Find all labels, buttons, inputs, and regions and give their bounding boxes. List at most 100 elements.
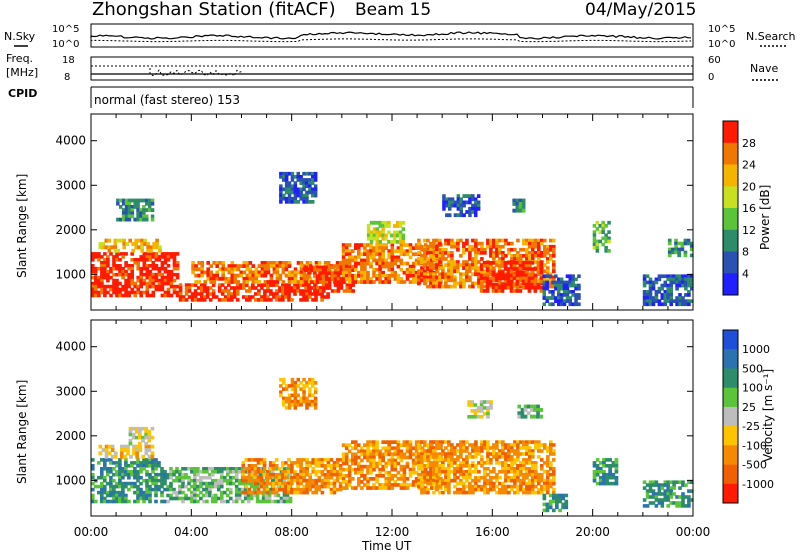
- velocity-cell: [459, 446, 463, 450]
- power-cell: [118, 293, 122, 298]
- velocity-cell: [226, 467, 230, 471]
- velocity-cell: [187, 496, 191, 501]
- power-cell: [405, 252, 410, 257]
- power-cell: [450, 197, 455, 202]
- power-cell: [565, 296, 570, 300]
- power-cell: [279, 175, 283, 179]
- velocity-cell: [468, 484, 472, 489]
- velocity-cell: [654, 495, 659, 499]
- power-cell: [91, 290, 95, 295]
- power-cell: [384, 261, 388, 266]
- power-cell: [245, 283, 249, 287]
- power-cell: [468, 266, 472, 270]
- power-cell: [369, 233, 374, 238]
- power-cell: [206, 267, 210, 272]
- power-cell: [314, 261, 319, 265]
- power-cell: [333, 268, 338, 272]
- velocity-cell: [109, 461, 113, 465]
- power-cell: [341, 274, 346, 278]
- velocity-ylabel: Slant Range [km]: [15, 380, 29, 484]
- power-cell: [427, 261, 431, 266]
- velocity-cell: [341, 458, 346, 463]
- power-cell: [124, 208, 129, 212]
- velocity-cell: [109, 478, 113, 483]
- power-cell: [139, 208, 143, 212]
- velocity-cell: [402, 486, 407, 490]
- velocity-cell: [223, 490, 227, 495]
- power-cell: [531, 257, 535, 261]
- power-cell: [512, 273, 517, 278]
- velocity-cell: [441, 449, 445, 453]
- velocity-cell: [393, 483, 398, 487]
- power-cell: [139, 272, 143, 277]
- power-cell: [607, 230, 611, 234]
- velocity-cell: [261, 490, 266, 495]
- velocity-cell: [132, 444, 136, 449]
- power-cell: [667, 241, 672, 246]
- velocity-cell: [305, 467, 309, 471]
- velocity-cell: [592, 464, 597, 468]
- velocity-cell: [426, 464, 430, 468]
- power-cell: [327, 283, 332, 287]
- velocity-cell: [279, 384, 283, 388]
- velocity-cell: [558, 499, 562, 504]
- power-cell: [293, 193, 298, 198]
- velocity-cell: [305, 396, 309, 401]
- velocity-colorbar-frame: [722, 329, 739, 504]
- power-cell: [471, 284, 475, 289]
- velocity-cell: [378, 470, 382, 475]
- velocity-cell: [495, 472, 499, 477]
- power-cell: [595, 245, 600, 250]
- velocity-cell: [273, 499, 278, 504]
- cpid-label: CPID: [8, 87, 37, 100]
- power-cell: [311, 175, 315, 179]
- power-cell: [378, 243, 382, 247]
- velocity-cell: [429, 443, 433, 447]
- velocity-cell: [244, 478, 249, 483]
- power-cell: [497, 289, 502, 293]
- power-cell: [543, 254, 547, 258]
- velocity-cell: [462, 484, 466, 489]
- velocity-cell: [285, 467, 290, 471]
- power-cell: [147, 208, 152, 212]
- power-cell: [296, 175, 300, 179]
- velocity-cell: [363, 443, 367, 447]
- velocity-cell: [323, 478, 328, 483]
- power-cell: [689, 247, 694, 252]
- power-cell: [500, 285, 505, 290]
- power-cell: [200, 267, 204, 272]
- power-cell: [317, 261, 322, 265]
- power-cell: [574, 286, 578, 291]
- velocity-cell: [132, 451, 136, 456]
- power-cell: [266, 261, 271, 265]
- power-cell: [299, 178, 303, 182]
- power-cell: [284, 261, 289, 265]
- velocity-cell: [142, 467, 146, 471]
- velocity-cell: [296, 384, 300, 388]
- power-cell: [251, 280, 256, 284]
- velocity-cell: [357, 483, 361, 487]
- velocity-cell: [459, 470, 463, 474]
- power-cell: [287, 292, 291, 296]
- velocity-cell: [305, 384, 309, 388]
- power-cell: [313, 268, 317, 272]
- velocity-cell: [405, 483, 410, 487]
- power-cell: [667, 247, 672, 252]
- power-cell: [399, 249, 404, 253]
- power-cell: [313, 187, 318, 192]
- power-cell: [136, 264, 140, 268]
- power-cell: [302, 196, 306, 201]
- power-cell: [539, 270, 544, 275]
- velocity-cell: [417, 484, 421, 489]
- velocity-cell: [124, 472, 128, 477]
- velocity-cell: [546, 449, 550, 453]
- power-cell: [263, 267, 268, 272]
- power-cell: [308, 187, 312, 192]
- velocity-cell: [542, 508, 547, 513]
- velocity-cell: [474, 449, 478, 453]
- power-cell: [423, 247, 427, 252]
- velocity-cell: [147, 432, 152, 437]
- power-cell: [136, 205, 140, 209]
- velocity-cell: [106, 493, 110, 498]
- power-cell: [220, 289, 225, 293]
